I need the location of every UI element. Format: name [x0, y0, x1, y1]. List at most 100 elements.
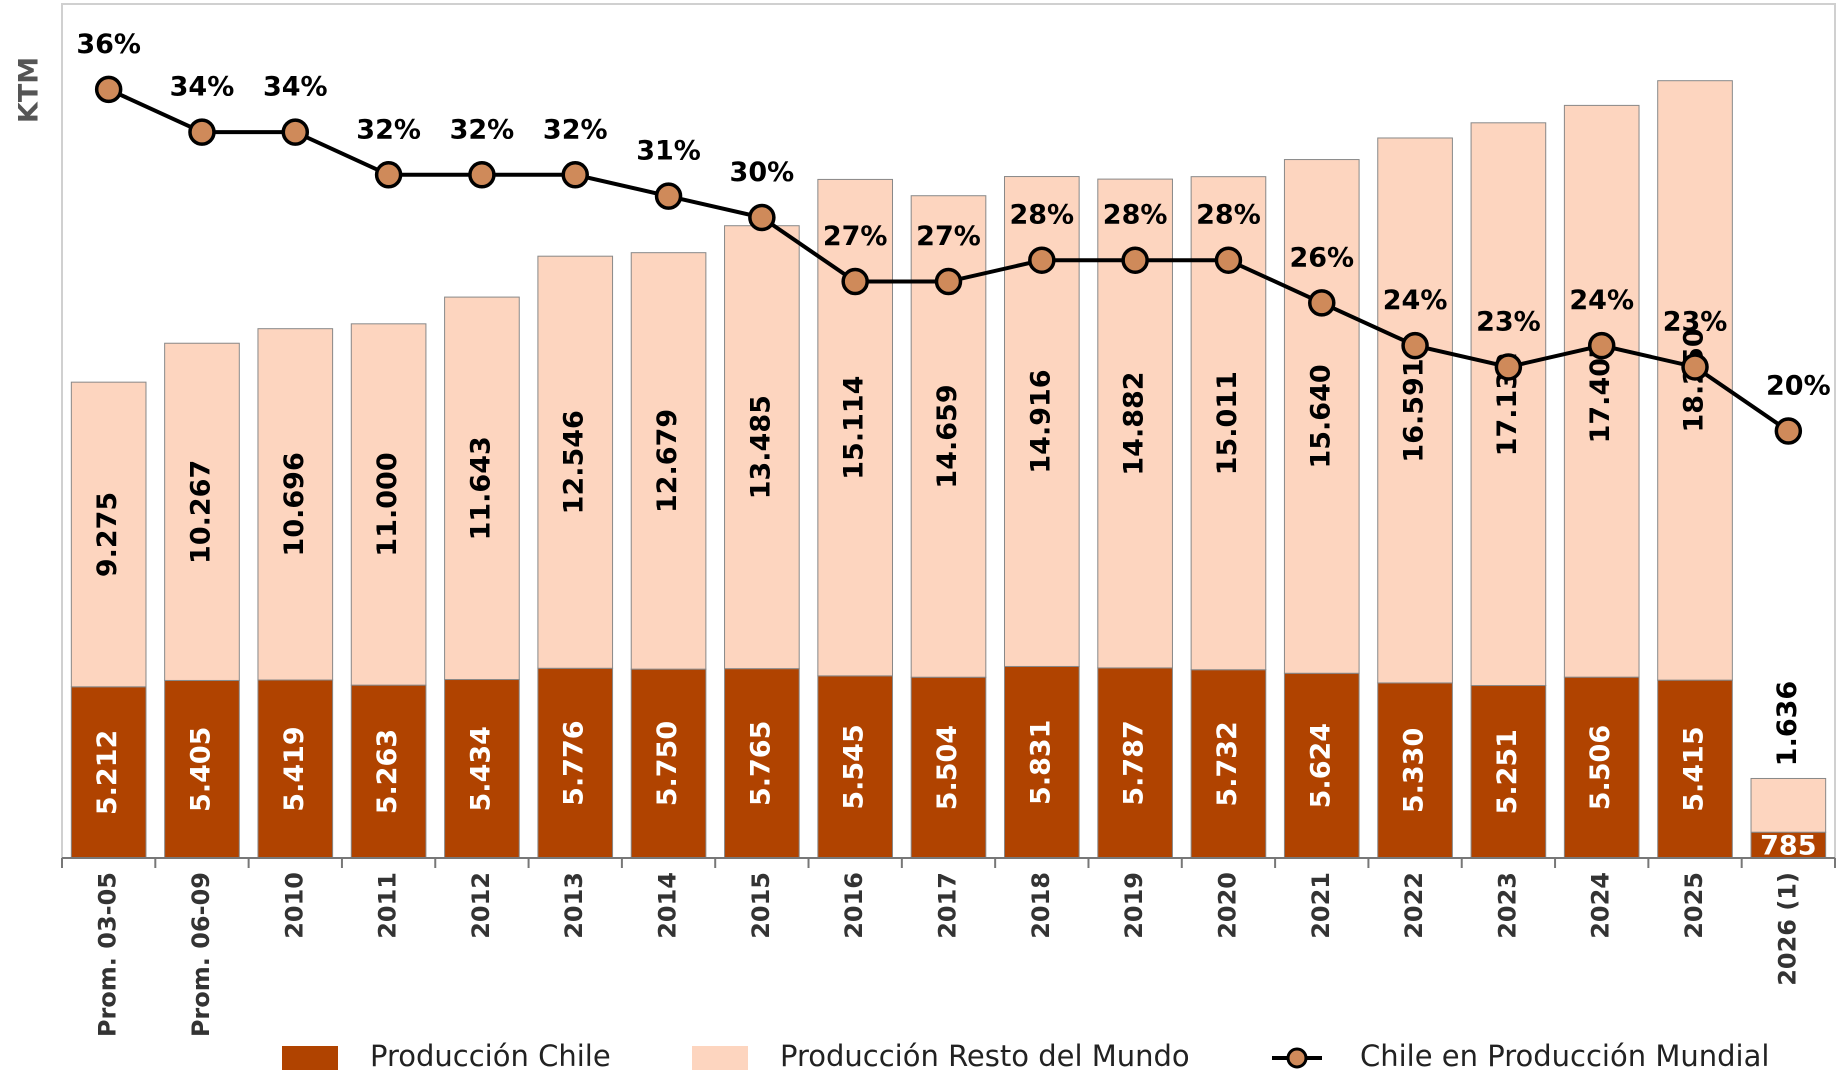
line-marker [281, 118, 310, 146]
data-label: 5.419 [279, 726, 310, 811]
bar-segment [1283, 672, 1360, 859]
data-label: 1.636 [1772, 681, 1803, 766]
x-tick-label: 2015 [747, 872, 775, 939]
data-label: 27% [916, 221, 981, 252]
bar-segment [70, 381, 147, 688]
data-label: 15.114 [839, 376, 870, 480]
data-label: 27% [823, 221, 888, 252]
data-label: 14.659 [932, 384, 963, 488]
bar-segment [1003, 665, 1080, 859]
data-label: 785 [1760, 831, 1816, 862]
data-label: 5.765 [745, 721, 776, 806]
data-label: 28% [1103, 200, 1168, 231]
bar-segment [350, 684, 427, 859]
data-label: 31% [636, 136, 701, 167]
bar-segment [724, 668, 800, 859]
bar-segment [537, 667, 614, 859]
data-label: 5.251 [1492, 729, 1523, 814]
legend-label: Producción Chile [370, 1039, 611, 1073]
data-label: 5.831 [1025, 720, 1056, 805]
data-label: 28% [1196, 200, 1261, 231]
line-marker [748, 203, 776, 232]
line-marker [1401, 331, 1429, 360]
legend-label: Producción Resto del Mundo [780, 1039, 1190, 1073]
data-label: 16.591 [1399, 358, 1430, 462]
line-marker [188, 118, 216, 146]
bar-segment [444, 679, 520, 859]
bar-segment [630, 668, 707, 859]
data-label: 5.732 [1212, 721, 1243, 806]
data-label: 5.750 [652, 721, 683, 806]
x-tick-label: 2018 [1027, 872, 1055, 939]
data-label: 36% [76, 29, 141, 60]
data-label: 23% [1476, 306, 1541, 337]
data-label: 5.434 [465, 726, 496, 811]
bar-segment [1470, 122, 1547, 687]
data-label: 5.776 [559, 720, 590, 805]
bar-segment [1377, 137, 1453, 684]
x-tick-label: 2026 (1) [1773, 872, 1801, 986]
bar-segment [630, 252, 707, 670]
x-tick-label: 2025 [1680, 872, 1708, 939]
data-label: 14.916 [1025, 369, 1056, 473]
legend-swatch [692, 1046, 748, 1070]
x-tick-label: 2022 [1400, 872, 1428, 939]
x-tick-label: 2012 [467, 872, 495, 939]
x-tick-label: 2016 [840, 872, 868, 939]
data-label: 32% [450, 114, 515, 145]
y-axis-label: KTM [14, 57, 45, 123]
bar-segment [1750, 777, 1827, 833]
x-tick-label: 2013 [560, 872, 588, 939]
data-label: 34% [170, 72, 235, 103]
legend-label: Chile en Producción Mundial [1360, 1039, 1769, 1073]
line-marker [1681, 353, 1709, 381]
line-marker [374, 161, 403, 189]
line-marker [1214, 246, 1243, 274]
data-label: 5.212 [92, 730, 123, 815]
line-marker [1774, 417, 1803, 445]
data-label: 28% [1009, 200, 1074, 231]
data-label: 15.011 [1212, 371, 1243, 475]
bar-segment [537, 255, 614, 669]
data-label: 34% [263, 72, 328, 103]
bar-segment [350, 323, 427, 686]
data-label: 20% [1766, 371, 1831, 402]
line-marker [1121, 246, 1149, 274]
x-tick-label: 2014 [654, 872, 682, 939]
x-tick-label: 2020 [1213, 872, 1241, 939]
x-tick-label: Prom. 03-05 [94, 872, 122, 1037]
data-label: 5.506 [1585, 725, 1616, 810]
data-label: 5.415 [1679, 726, 1710, 811]
data-label: 32% [543, 114, 608, 145]
data-label: 5.405 [185, 727, 216, 812]
bar-segment [1563, 104, 1640, 678]
data-label: 5.545 [839, 724, 870, 809]
bar-segment [1097, 667, 1173, 859]
x-tick-label: 2019 [1120, 872, 1148, 939]
bar-segment [164, 342, 240, 681]
data-label: 11.000 [372, 452, 403, 556]
x-tick-label: 2023 [1493, 872, 1521, 939]
line-marker [841, 267, 869, 296]
data-label: 5.330 [1399, 728, 1430, 813]
x-tick-label: 2021 [1307, 872, 1335, 939]
line-marker [1308, 289, 1336, 317]
data-label: 10.696 [279, 452, 310, 556]
data-label: 5.624 [1305, 723, 1336, 808]
x-tick-label: 2011 [374, 872, 402, 939]
bar-segment [1750, 831, 1827, 859]
data-label: 10.267 [185, 460, 216, 564]
data-label: 15.640 [1305, 364, 1336, 468]
data-label: 12.546 [559, 410, 590, 514]
data-label: 14.882 [1119, 371, 1150, 475]
data-label: 24% [1383, 285, 1448, 316]
line-marker [1028, 246, 1056, 274]
line-marker [468, 161, 496, 189]
bar-segment [444, 296, 520, 681]
x-tick-label: 2024 [1587, 872, 1615, 939]
line-marker [561, 161, 589, 189]
line-marker [94, 75, 123, 104]
data-label: 24% [1569, 285, 1634, 316]
line-marker [1587, 331, 1616, 360]
